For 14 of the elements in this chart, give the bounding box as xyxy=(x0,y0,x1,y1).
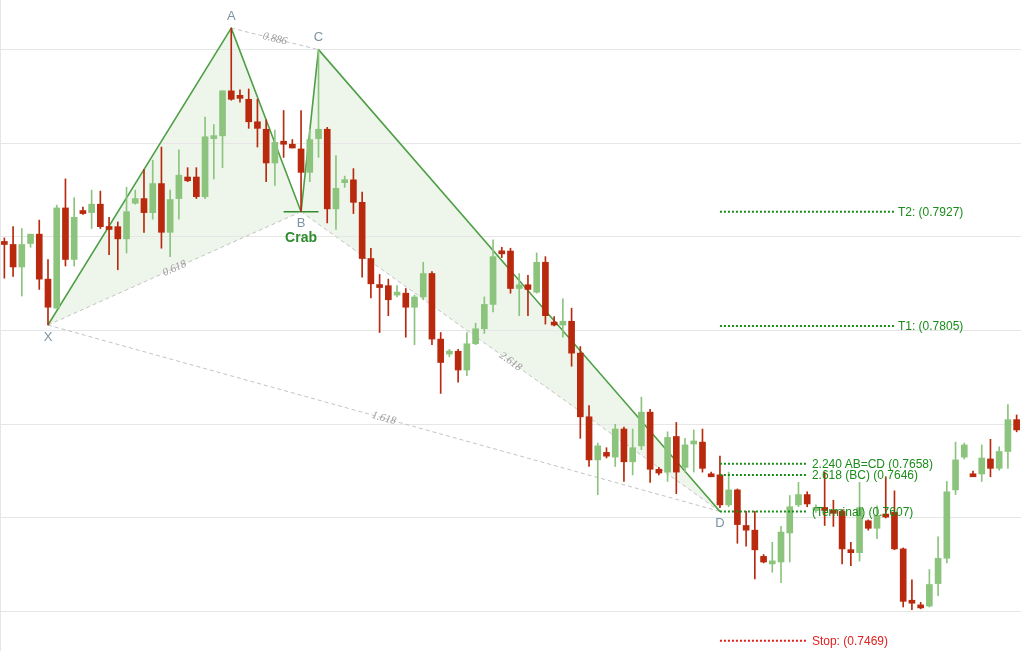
annotation: 0.886 xyxy=(261,29,290,47)
ref-line-label: 2.240 AB=CD (0.7658) xyxy=(811,456,934,471)
annotation: 0.618 xyxy=(160,256,189,278)
data-label: A xyxy=(226,7,236,23)
ref-line-label: Stop: (0.7469) xyxy=(811,634,888,649)
data-label: X xyxy=(43,328,53,344)
annotation: 2.618 xyxy=(497,348,526,374)
annotation: 1.618 xyxy=(370,408,399,427)
data-label: B xyxy=(296,215,306,231)
ref-line-label: T1: (0.7805) xyxy=(897,319,964,334)
data-label: Crab xyxy=(285,228,318,245)
data-label: C xyxy=(313,29,324,45)
ref-line-label: T2: (0.7927) xyxy=(897,205,964,219)
data-label: D xyxy=(715,515,725,531)
